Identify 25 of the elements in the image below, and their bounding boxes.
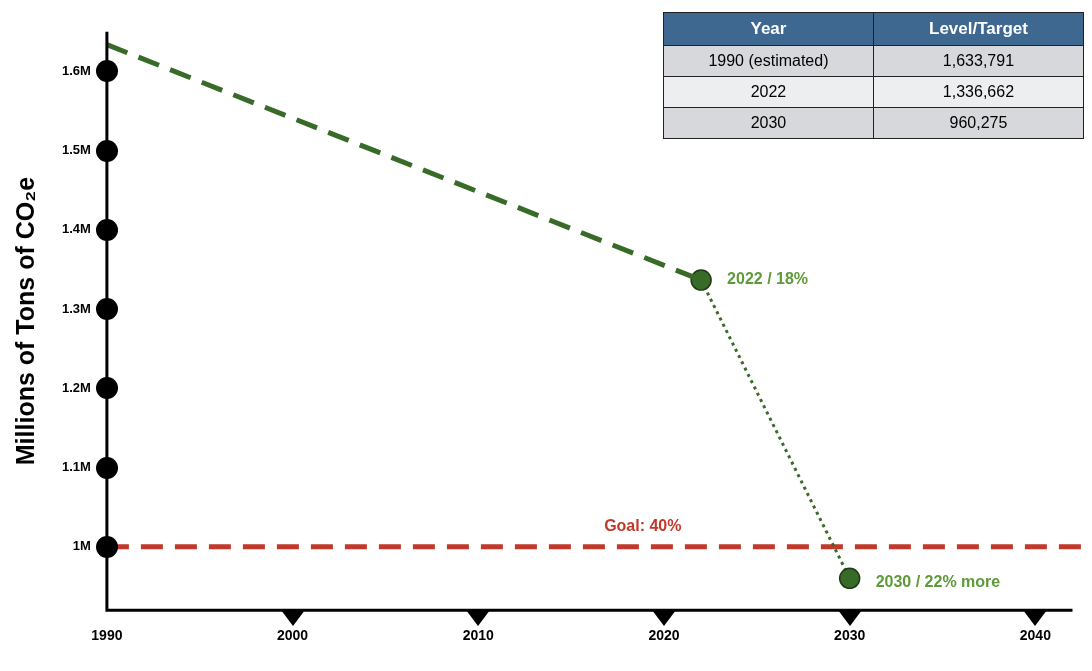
annotation: 2030 / 22% more bbox=[875, 572, 1001, 590]
y-tick-label: 1.3M bbox=[61, 300, 91, 316]
y-tick-label: 1M bbox=[72, 538, 91, 554]
y-tick-label: 1.4M bbox=[61, 221, 91, 237]
y-tick-label: 1.2M bbox=[61, 379, 91, 395]
y-tick-label: 1.5M bbox=[61, 142, 91, 158]
annotation: 2030 bbox=[663, 107, 874, 139]
annotation: 2022 bbox=[663, 76, 874, 108]
annotation: Year bbox=[663, 12, 874, 46]
annotation: 960,275 bbox=[873, 107, 1084, 139]
annotation: 1,633,791 bbox=[873, 45, 1084, 77]
x-tick-label: 2010 bbox=[462, 627, 495, 644]
x-tick-label: 2000 bbox=[277, 627, 309, 644]
y-tick-label: 1.1M bbox=[61, 459, 91, 475]
annotation: 1990 (estimated) bbox=[663, 45, 874, 77]
annotation: Goal: 40% bbox=[604, 517, 682, 535]
x-tick-label: 2020 bbox=[648, 627, 680, 644]
annotation: 1,336,662 bbox=[873, 76, 1084, 108]
x-tick-label: 2030 bbox=[834, 627, 866, 644]
annotation: Level/Target bbox=[873, 12, 1084, 46]
y-axis-title: Millions of Tons of CO₂e bbox=[10, 176, 39, 466]
y-tick-label: 1.6M bbox=[61, 62, 91, 78]
annotation: 2022 / 18% bbox=[727, 270, 809, 288]
x-tick-label: 1990 bbox=[91, 627, 123, 644]
x-tick-label: 2040 bbox=[1019, 627, 1052, 644]
